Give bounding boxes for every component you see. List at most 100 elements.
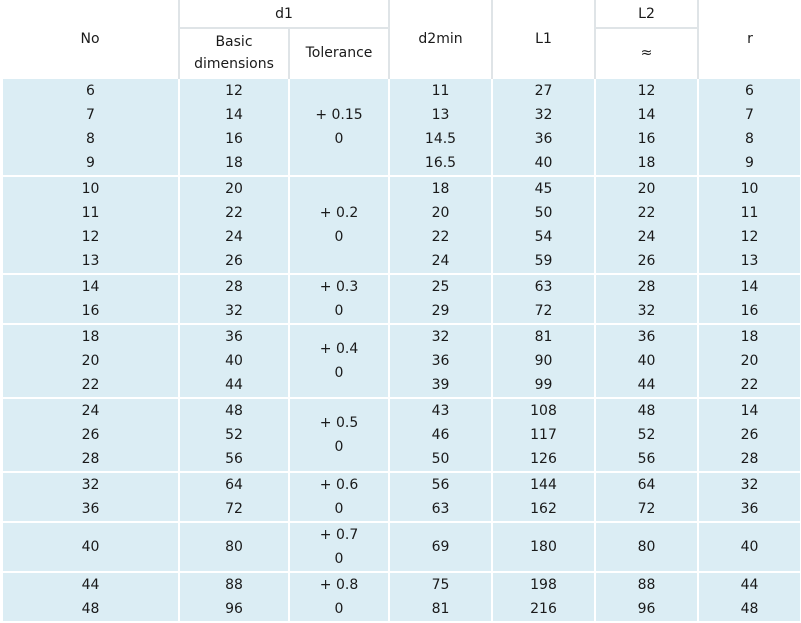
cell-basic: 44 — [178, 373, 290, 398]
cell-r: 13 — [697, 249, 801, 274]
cell-l2: 32 — [594, 299, 700, 324]
cell-l1: 108 — [491, 397, 597, 423]
cell-l2: 52 — [594, 423, 700, 447]
cell-tolerance: + 0.7 0 — [287, 521, 391, 572]
tolerance-upper: + 0.2 — [319, 205, 359, 221]
cell-r: 6 — [697, 77, 801, 103]
cell-r: 26 — [697, 423, 801, 447]
cell-basic: 36 — [178, 323, 290, 349]
cell-l1: 162 — [491, 497, 597, 522]
cell-l1: 27 — [491, 77, 597, 103]
tolerance-upper: + 0.8 — [319, 577, 359, 593]
cell-no: 48 — [1, 597, 180, 621]
cell-no: 13 — [1, 249, 180, 274]
header-d2min: d2min — [388, 0, 494, 78]
tolerance-lower: 0 — [334, 229, 344, 245]
header-basic-dimensions-label: Basic dimensions — [194, 34, 274, 72]
cell-d2min: 25 — [388, 273, 494, 299]
cell-no: 44 — [1, 571, 180, 597]
cell-r: 36 — [697, 497, 801, 522]
cell-r: 8 — [697, 127, 801, 151]
cell-r: 48 — [697, 597, 801, 621]
cell-d2min: 14.5 — [388, 127, 494, 151]
cell-basic: 32 — [178, 299, 290, 324]
table-row: 24 48 + 0.5 0 43 108 48 14 — [1, 397, 801, 472]
cell-d2min: 46 — [388, 423, 494, 447]
cell-d2min: 29 — [388, 299, 494, 324]
cell-d2min: 32 — [388, 323, 494, 349]
cell-l2: 16 — [594, 127, 700, 151]
cell-tolerance: + 0.15 0 — [287, 77, 391, 176]
header-l2-approx: ≈ — [594, 27, 700, 78]
cell-l2: 14 — [594, 103, 700, 127]
cell-basic: 40 — [178, 349, 290, 373]
tolerance-upper: + 0.15 — [315, 107, 363, 123]
table-row: 28 56 50 126 56 28 — [1, 447, 801, 472]
cell-no: 26 — [1, 423, 180, 447]
cell-d2min: 36 — [388, 349, 494, 373]
table-row: 11 22 20 50 22 11 — [1, 201, 801, 225]
cell-l2: 28 — [594, 273, 700, 299]
cell-basic: 88 — [178, 571, 290, 597]
table-row: 12 24 22 54 24 12 — [1, 225, 801, 249]
header-l1: L1 — [491, 0, 597, 78]
cell-d2min: 69 — [388, 521, 494, 572]
cell-no: 32 — [1, 471, 180, 497]
table-row: 32 64 + 0.6 0 56 144 64 32 — [1, 471, 801, 522]
cell-d2min: 13 — [388, 103, 494, 127]
cell-r: 20 — [697, 349, 801, 373]
table-row: 22 44 39 99 44 22 — [1, 373, 801, 398]
cell-l2: 36 — [594, 323, 700, 349]
cell-tolerance: + 0.5 0 — [287, 397, 391, 472]
cell-d2min: 50 — [388, 447, 494, 472]
cell-no: 20 — [1, 349, 180, 373]
cell-d2min: 56 — [388, 471, 494, 497]
table-row: 10 20 + 0.2 0 18 45 20 10 — [1, 175, 801, 274]
cell-l1: 144 — [491, 471, 597, 497]
cell-basic: 22 — [178, 201, 290, 225]
cell-l2: 24 — [594, 225, 700, 249]
cell-d2min: 75 — [388, 571, 494, 597]
table-row: 8 16 14.5 36 16 8 — [1, 127, 801, 151]
header-l2: L2 — [594, 0, 700, 28]
cell-d2min: 11 — [388, 77, 494, 103]
tolerance-lower: 0 — [334, 551, 344, 567]
table-row: 44 88 + 0.8 0 75 198 88 44 — [1, 571, 801, 621]
header-r: r — [697, 0, 801, 78]
cell-no: 8 — [1, 127, 180, 151]
table-row: 13 26 24 59 26 13 — [1, 249, 801, 274]
cell-d2min: 63 — [388, 497, 494, 522]
table-row: 6 12 + 0.15 0 11 27 12 6 — [1, 77, 801, 176]
cell-l1: 216 — [491, 597, 597, 621]
cell-l1: 90 — [491, 349, 597, 373]
table-row: 9 18 16.5 40 18 9 — [1, 151, 801, 176]
cell-r: 10 — [697, 175, 801, 201]
cell-basic: 56 — [178, 447, 290, 472]
header-basic-dimensions: Basic dimensions — [178, 27, 290, 78]
cell-basic: 18 — [178, 151, 290, 176]
tolerance-lower: 0 — [334, 501, 344, 517]
cell-no: 11 — [1, 201, 180, 225]
cell-l1: 180 — [491, 521, 597, 572]
cell-r: 14 — [697, 273, 801, 299]
row-group: 18 36 + 0.4 0 32 81 36 18 20 40 36 90 40 20 22 44 39 99 44… — [1, 323, 801, 398]
cell-l2: 56 — [594, 447, 700, 472]
cell-no: 16 — [1, 299, 180, 324]
cell-l1: 117 — [491, 423, 597, 447]
cell-r: 32 — [697, 471, 801, 497]
table-row: 40 80 + 0.7 0 69 180 80 40 — [1, 521, 801, 572]
cell-l2: 26 — [594, 249, 700, 274]
tolerance-upper: + 0.7 — [319, 527, 359, 543]
table-row: 14 28 + 0.3 0 25 63 28 14 — [1, 273, 801, 324]
table-row: 16 32 29 72 32 16 — [1, 299, 801, 324]
cell-l1: 99 — [491, 373, 597, 398]
cell-d2min: 24 — [388, 249, 494, 274]
cell-r: 28 — [697, 447, 801, 472]
cell-l2: 72 — [594, 497, 700, 522]
tolerance-upper: + 0.4 — [319, 341, 359, 357]
cell-l2: 22 — [594, 201, 700, 225]
cell-r: 11 — [697, 201, 801, 225]
cell-r: 40 — [697, 521, 801, 572]
cell-d2min: 22 — [388, 225, 494, 249]
cell-l2: 64 — [594, 471, 700, 497]
